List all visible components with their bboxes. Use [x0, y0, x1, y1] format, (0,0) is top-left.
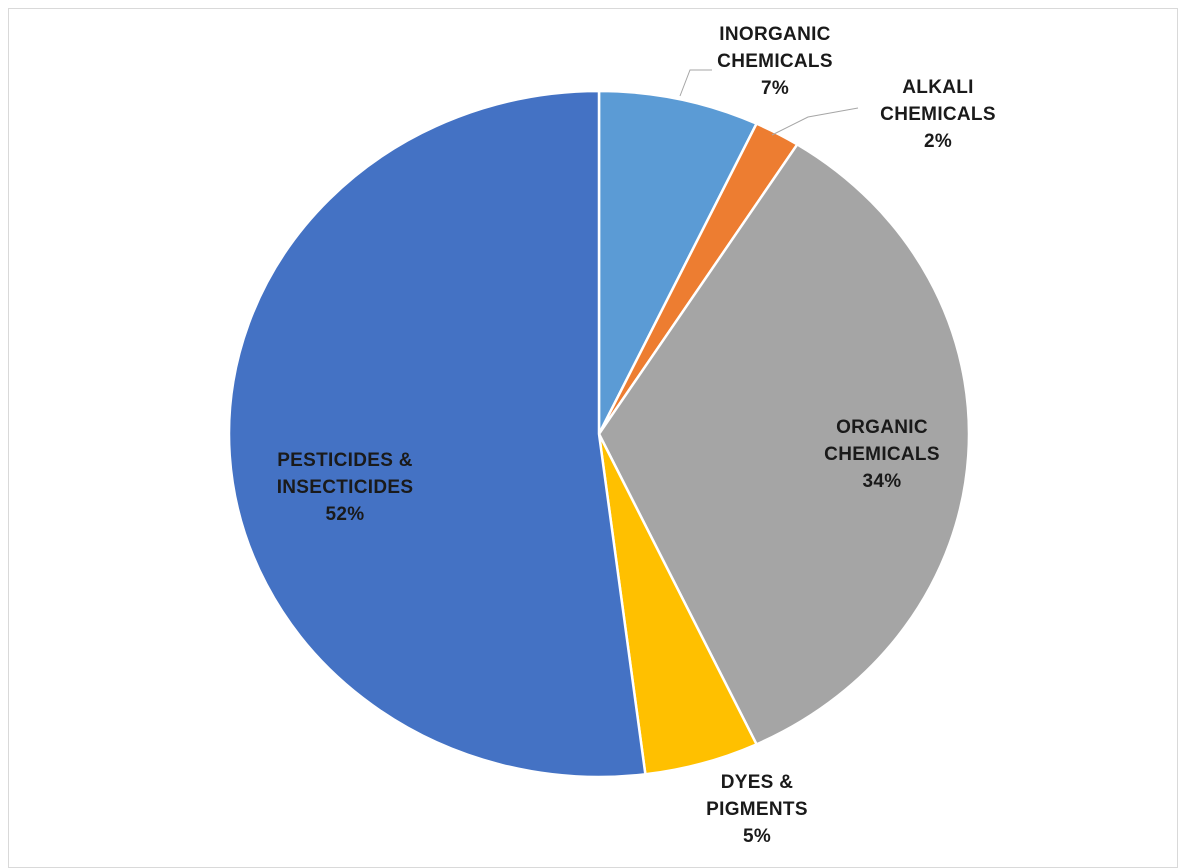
pie-area: [227, 69, 971, 779]
slice-label: DYES & PIGMENTS 5%: [672, 769, 842, 850]
category-label: DYES & PIGMENTS: [706, 772, 808, 820]
slice-label: INORGANIC CHEMICALS 7%: [675, 21, 875, 102]
slice-label: PESTICIDES & INSECTICIDES 52%: [245, 447, 445, 528]
slice-label: ORGANIC CHEMICALS 34%: [807, 414, 957, 495]
leader-line: [679, 69, 712, 97]
value-label: 5%: [742, 826, 772, 847]
pie-slice: [597, 89, 759, 435]
chart: INORGANIC CHEMICALS 7% ALKALI CHEMICALS 2% O…: [8, 8, 1178, 868]
category-label: INORGANIC CHEMICALS: [717, 24, 833, 72]
value-label: 34%: [862, 471, 902, 492]
pie-slice: [597, 142, 971, 746]
value-label: 2%: [923, 131, 953, 152]
pie-slice: [227, 89, 647, 779]
category-label: ALKALI CHEMICALS: [880, 77, 996, 125]
value-label: 52%: [325, 504, 365, 525]
category-label: ORGANIC CHEMICALS: [824, 417, 940, 465]
category-label: PESTICIDES & INSECTICIDES: [276, 450, 414, 498]
slice-label: ALKALI CHEMICALS 2%: [858, 74, 1018, 155]
value-label: 7%: [760, 78, 790, 99]
leader-line: [771, 107, 859, 136]
